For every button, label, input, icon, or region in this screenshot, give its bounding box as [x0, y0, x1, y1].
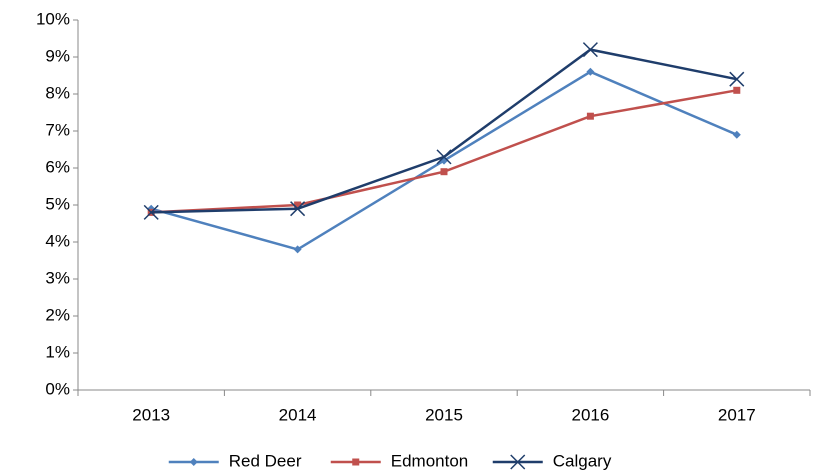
marker — [290, 201, 306, 217]
y-tick-label: 4% — [45, 231, 70, 250]
marker — [586, 67, 595, 76]
marker — [293, 245, 302, 254]
x-tick-label: 2015 — [425, 405, 463, 424]
legend-marker — [189, 458, 198, 466]
marker — [582, 42, 598, 58]
marker — [732, 130, 741, 139]
marker — [586, 112, 594, 120]
marker — [436, 149, 452, 165]
x-tick-label: 2014 — [279, 405, 317, 424]
y-tick-label: 6% — [45, 157, 70, 176]
marker — [440, 168, 448, 176]
marker — [733, 86, 741, 94]
legend-label: Calgary — [553, 451, 612, 470]
legend-label: Edmonton — [391, 451, 469, 470]
y-tick-label: 9% — [45, 46, 70, 65]
x-tick-label: 2013 — [132, 405, 170, 424]
series-line — [151, 89, 738, 214]
series-line — [151, 48, 738, 214]
marker — [294, 201, 302, 209]
x-tick-label: 2017 — [718, 405, 756, 424]
y-tick-label: 0% — [45, 379, 70, 398]
legend-marker — [510, 454, 526, 470]
marker — [729, 71, 745, 87]
x-tick-label: 2016 — [571, 405, 609, 424]
y-tick-label: 2% — [45, 305, 70, 324]
y-tick-label: 1% — [45, 342, 70, 361]
y-tick-label: 3% — [45, 268, 70, 287]
y-tick-label: 10% — [36, 9, 70, 28]
marker — [143, 204, 159, 220]
y-tick-label: 5% — [45, 194, 70, 213]
legend-label: Red Deer — [229, 451, 302, 470]
y-tick-label: 7% — [45, 120, 70, 139]
legend-marker — [352, 458, 360, 466]
y-tick-label: 8% — [45, 83, 70, 102]
